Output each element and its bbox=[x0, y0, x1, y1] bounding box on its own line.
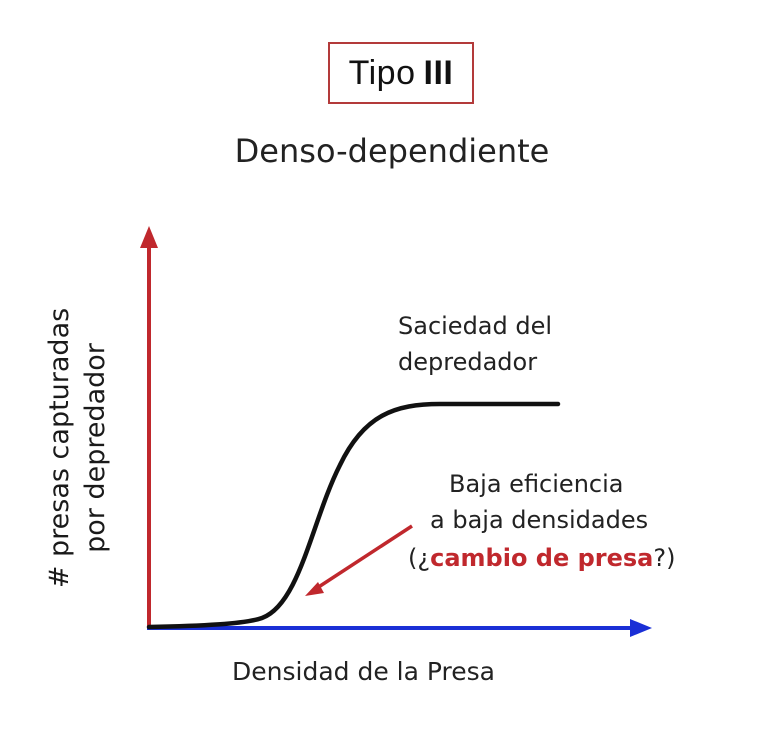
annotation-arrow bbox=[313, 524, 413, 592]
satiety-label-line1: Saciedad del bbox=[398, 312, 552, 340]
efficiency-open-paren: (¿ bbox=[408, 544, 430, 572]
title-roman-numeral: III bbox=[423, 53, 454, 92]
efficiency-label-line1: Baja eficiencia bbox=[449, 470, 623, 498]
efficiency-close-paren: ?) bbox=[653, 544, 675, 572]
title-prefix: Tipo bbox=[348, 53, 416, 92]
title-box: Tipo III bbox=[328, 42, 474, 104]
satiety-label-line2: depredador bbox=[398, 348, 537, 376]
sigmoid-curve bbox=[146, 401, 561, 630]
y-axis-label-line2: por depredador bbox=[80, 342, 111, 553]
y-axis-label-line1: # presas capturadas bbox=[44, 308, 75, 588]
x-axis-label: Densidad de la Presa bbox=[232, 657, 495, 686]
annotation-arrowhead bbox=[305, 582, 324, 596]
subtitle: Denso-dependiente bbox=[234, 132, 550, 170]
x-axis-arrowhead bbox=[630, 619, 652, 637]
y-axis-arrowhead bbox=[140, 226, 158, 248]
efficiency-label-line2: a baja densidades bbox=[430, 506, 648, 534]
prey-switch-highlight: cambio de presa bbox=[430, 544, 653, 572]
efficiency-label-line3: (¿cambio de presa?) bbox=[408, 544, 675, 572]
